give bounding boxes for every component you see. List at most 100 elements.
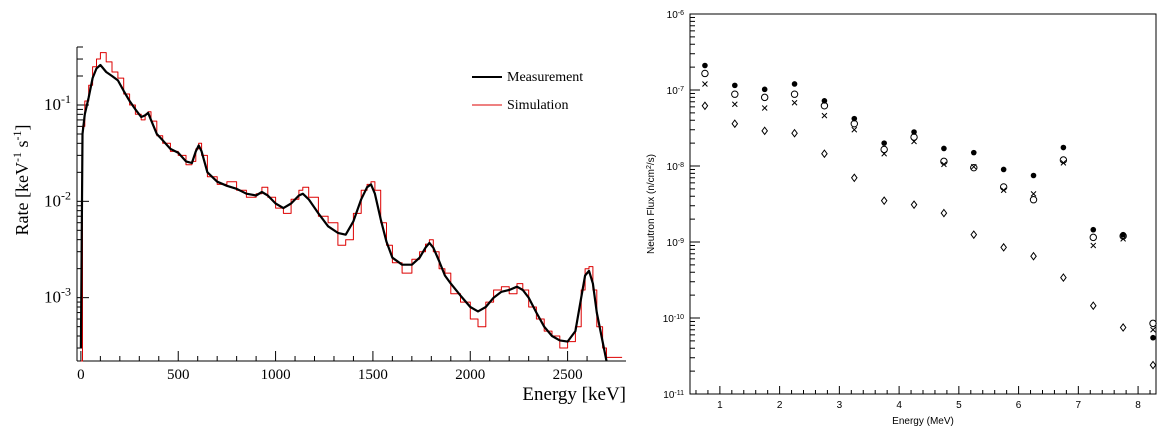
left-y-title-sup1: -1 (10, 152, 24, 162)
left-x-axis-title: Energy [keV] (522, 384, 626, 405)
data-point-open-circle (760, 93, 769, 102)
data-point-filled-circle (1060, 144, 1067, 151)
data-point-cross (1030, 191, 1037, 197)
data-point-filled-circle (821, 98, 828, 104)
data-point-filled-circle (1150, 334, 1156, 341)
data-point-cross (970, 163, 977, 170)
right-y-tick-label: 10-9 (667, 238, 684, 250)
data-point-open-circle (820, 102, 829, 110)
left-y-tick-label-base: 10 (44, 288, 61, 307)
data-point-open-diamond (1089, 301, 1097, 311)
data-point-open-circle (940, 157, 948, 166)
left-x-tick-label: 1500 (358, 367, 388, 383)
data-point-cross (941, 161, 947, 168)
left-plot-frame (76, 47, 626, 362)
right-x-tick-label: 7 (1076, 400, 1082, 411)
right-y-tick-label: 10-6 (667, 10, 684, 22)
right-y-title-part1: Neutron Flux (n/cm (646, 169, 657, 254)
right-y-tick-label-exp: -10 (674, 314, 684, 321)
data-point-filled-circle (761, 86, 768, 93)
left-legend: Measurement Simulation (472, 70, 583, 113)
data-point-open-diamond (791, 128, 798, 138)
right-y-tick-label: 10-10 (663, 314, 684, 326)
data-point-cross (821, 112, 828, 119)
data-point-filled-circle (970, 149, 977, 156)
data-point-cross (731, 101, 738, 108)
left-y-tick-label-exp: -1 (61, 92, 71, 106)
data-point-cross (1120, 236, 1126, 242)
data-point-filled-circle (1090, 226, 1097, 233)
data-point-open-diamond (1030, 251, 1037, 261)
left-y-title-sup2: -1 (10, 131, 24, 141)
right-x-tick-label: 5 (956, 400, 962, 411)
left-y-tick-label-base: 10 (44, 95, 61, 114)
data-point-open-diamond (910, 200, 918, 210)
left-y-tick-label: 10-1 (44, 92, 71, 114)
data-point-open-diamond (1000, 242, 1007, 252)
left-x-tick-label: 0 (77, 367, 85, 383)
right-y-tick-label: 10-11 (663, 390, 684, 402)
data-point-open-circle (850, 120, 858, 128)
right-x-tick-label: 2 (777, 400, 783, 411)
right-y-title-end: /s) (646, 154, 657, 165)
right-y-title-sup: 2 (646, 165, 653, 169)
data-point-open-diamond (880, 196, 888, 206)
right-x-tick-label: 8 (1135, 400, 1141, 411)
left-y-tick-label: 10-2 (44, 188, 71, 210)
right-y-axis-title: Neutron Flux (n/cm2/s) (646, 154, 658, 254)
right-y-tick-label-exp: -6 (678, 10, 684, 17)
data-point-cross (911, 138, 917, 145)
data-point-filled-circle (1000, 166, 1007, 173)
right-x-tick-label: 6 (1016, 400, 1022, 411)
data-point-open-circle (970, 163, 978, 172)
left-chart: 0 500 1000 1500 2000 2500 10-110-210-3 Measur… (10, 46, 626, 405)
left-y-ticks: 10-110-210-3 (44, 46, 89, 349)
data-point-cross (1060, 160, 1067, 166)
data-point-open-diamond (701, 101, 709, 111)
right-y-tick-label-base: 10 (667, 162, 679, 173)
left-y-title-end: ] (12, 125, 32, 131)
left-x-tick-label: 2000 (455, 367, 485, 383)
left-x-tick-label: 2500 (553, 367, 583, 383)
left-y-axis-title: Rate [keV-1 s-1] (10, 125, 32, 236)
right-y-tick-label-exp: -9 (678, 238, 684, 245)
data-point-open-diamond (821, 149, 828, 159)
data-point-open-diamond (850, 173, 858, 183)
data-point-cross (881, 150, 888, 157)
right-y-tick-label-exp: -7 (678, 86, 684, 93)
data-point-open-circle (1149, 319, 1157, 328)
data-point-open-diamond (731, 119, 739, 129)
data-point-cross (851, 126, 858, 133)
right-y-tick-label-base: 10 (663, 314, 675, 325)
right-y-tick-label: 10-7 (667, 86, 684, 98)
left-y-tick-label-base: 10 (44, 191, 61, 210)
data-point-cross (761, 105, 768, 111)
data-point-open-diamond (970, 230, 978, 240)
left-x-tick-label: 1000 (261, 367, 291, 383)
data-point-filled-circle (881, 140, 887, 146)
data-point-open-diamond (761, 126, 769, 136)
left-x-ticks: 0 500 1000 1500 2000 2500 (77, 351, 608, 383)
data-point-open-diamond (1060, 273, 1067, 283)
right-points-layer (701, 62, 1157, 370)
right-y-tick-label-base: 10 (663, 390, 675, 401)
data-point-open-circle (1029, 196, 1038, 204)
right-y-tick-label-base: 10 (667, 10, 679, 21)
right-y-tick-label-exp: -8 (678, 162, 684, 169)
data-point-filled-circle (851, 115, 858, 122)
data-point-open-circle (880, 145, 888, 154)
data-point-open-circle (999, 183, 1008, 191)
data-point-cross (1090, 242, 1097, 249)
right-y-tick-label-base: 10 (667, 238, 679, 249)
right-x-tick-label: 1 (717, 400, 723, 411)
right-plot-frame (689, 13, 1157, 395)
data-point-open-diamond (1119, 323, 1127, 332)
data-point-filled-circle (1030, 172, 1037, 179)
right-x-tick-label: 4 (896, 400, 902, 411)
left-x-tick-label: 500 (167, 367, 190, 383)
data-point-open-circle (1089, 233, 1097, 242)
left-y-tick-label: 10-3 (44, 285, 71, 307)
data-point-open-circle (731, 90, 739, 98)
